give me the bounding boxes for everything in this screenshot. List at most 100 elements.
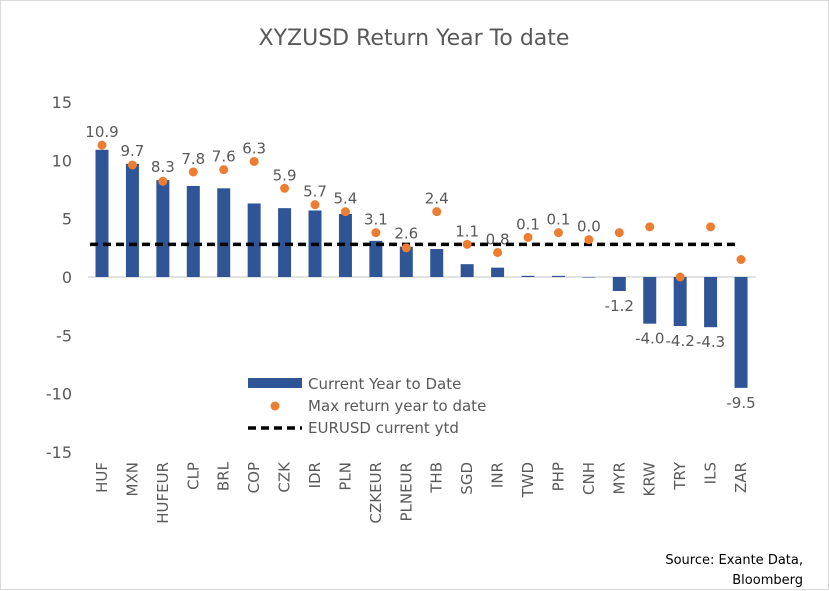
x-tick-label: INR	[489, 462, 507, 488]
data-label: -4.0	[635, 330, 664, 348]
max-return-dot-PLN	[340, 207, 350, 217]
x-tick-label: HUF	[93, 462, 111, 493]
source-line-1: Source: Exante Data,	[665, 553, 803, 568]
bar-HUFEUR	[156, 180, 170, 277]
bar-PLN	[338, 213, 352, 277]
bar-TRY	[673, 277, 687, 327]
x-tick-label: IDR	[306, 462, 324, 488]
max-return-dot-PLNEUR	[401, 243, 411, 253]
max-return-dot-HUFEUR	[158, 176, 168, 186]
data-label: 8.3	[151, 158, 175, 176]
x-tick-label: HUFEUR	[154, 462, 172, 524]
x-tick-label: PHP	[549, 462, 567, 491]
max-return-dot-ZAR	[736, 254, 746, 264]
data-label: 5.4	[334, 190, 358, 208]
bar-PLNEUR	[399, 246, 413, 277]
max-return-dot-COP	[249, 156, 259, 166]
y-tick-label: -10	[46, 385, 72, 404]
legend-swatch-bar	[248, 378, 302, 388]
x-tick-label: TRY	[671, 461, 689, 491]
x-tick-label: TWD	[519, 462, 537, 499]
data-label: 10.9	[85, 123, 118, 141]
bar-MXN	[125, 163, 139, 277]
max-return-dot-MYR	[614, 228, 624, 238]
legend-label: EURUSD current ytd	[308, 419, 459, 437]
max-return-dot-THB	[432, 207, 442, 217]
max-return-dot-CLP	[188, 167, 198, 177]
x-tick-label: MYR	[610, 462, 628, 495]
data-label: 3.1	[364, 211, 388, 229]
data-label: 5.7	[303, 183, 327, 201]
max-return-dot-CNH	[584, 235, 594, 245]
y-tick-label: 10	[52, 151, 72, 170]
data-label: 0.1	[547, 211, 571, 229]
data-label: -1.2	[605, 297, 634, 315]
bar-ILS	[704, 277, 718, 328]
y-tick-label: 0	[62, 268, 72, 287]
source-note: Source: Exante Data, Bloomberg	[665, 551, 803, 591]
max-return-dot-ILS	[706, 222, 716, 232]
y-tick-label: 5	[62, 210, 72, 229]
max-return-dot-MXN	[127, 160, 137, 170]
data-label: 2.4	[425, 190, 449, 208]
bar-THB	[430, 248, 444, 277]
max-return-dot-PHP	[553, 228, 563, 238]
max-return-dot-TWD	[523, 232, 533, 242]
chart-title: XYZUSD Return Year To date	[259, 26, 570, 51]
x-tick-label: CZKEUR	[367, 462, 385, 523]
bar-ZAR	[734, 277, 748, 388]
data-label: 1.1	[455, 222, 479, 240]
x-tick-label: MXN	[123, 462, 141, 496]
x-tick-label: ILS	[702, 462, 720, 484]
max-return-dot-HUF	[97, 140, 107, 150]
x-tick-label: THB	[428, 462, 446, 494]
data-label: 0.0	[577, 218, 601, 236]
max-return-dot-CZKEUR	[371, 228, 381, 238]
max-return-dot-IDR	[310, 200, 320, 210]
bar-PHP	[551, 275, 565, 277]
legend-swatch-dot	[270, 401, 280, 411]
bar-TWD	[521, 275, 535, 277]
data-label: 6.3	[242, 139, 266, 157]
bar-HUF	[95, 149, 109, 277]
bar-CZK	[278, 208, 292, 277]
max-return-dot-BRL	[219, 165, 229, 175]
data-label: 2.6	[394, 225, 418, 243]
max-return-dot-KRW	[645, 222, 655, 232]
bar-COP	[247, 203, 261, 277]
data-label: 9.7	[121, 142, 145, 160]
max-return-dot-CZK	[280, 183, 290, 193]
bar-CZKEUR	[369, 240, 383, 277]
y-tick-label: -15	[46, 443, 72, 462]
max-return-dot-INR	[493, 247, 503, 257]
x-tick-label: CNH	[580, 462, 598, 495]
data-label: -9.5	[726, 394, 755, 412]
bar-CNH	[582, 277, 596, 278]
bar-SGD	[460, 264, 474, 277]
bar-BRL	[217, 188, 231, 277]
x-tick-label: BRL	[215, 461, 233, 491]
legend-label: Current Year to Date	[308, 375, 461, 393]
bar-KRW	[643, 277, 657, 324]
x-tick-label: KRW	[641, 462, 659, 497]
x-tick-label: COP	[245, 462, 263, 493]
data-label: 5.9	[273, 166, 297, 184]
data-label: 7.6	[212, 148, 236, 166]
x-tick-label: CLP	[184, 462, 202, 490]
y-tick-label: -5	[56, 326, 72, 345]
max-return-dot-TRY	[675, 272, 685, 282]
bar-MYR	[612, 277, 626, 292]
max-return-dot-SGD	[462, 239, 472, 249]
data-label: -4.3	[696, 333, 725, 351]
source-line-2: Bloomberg	[732, 573, 803, 588]
x-tick-label: SGD	[458, 462, 476, 495]
data-label: 7.8	[181, 150, 205, 168]
y-tick-label: 15	[52, 93, 72, 112]
legend-label: Max return year to date	[308, 397, 486, 415]
x-tick-label: ZAR	[732, 462, 750, 493]
x-tick-label: PLNEUR	[397, 462, 415, 522]
data-label: 0.1	[516, 215, 540, 233]
bar-INR	[491, 267, 505, 277]
x-tick-label: CZK	[276, 461, 294, 493]
